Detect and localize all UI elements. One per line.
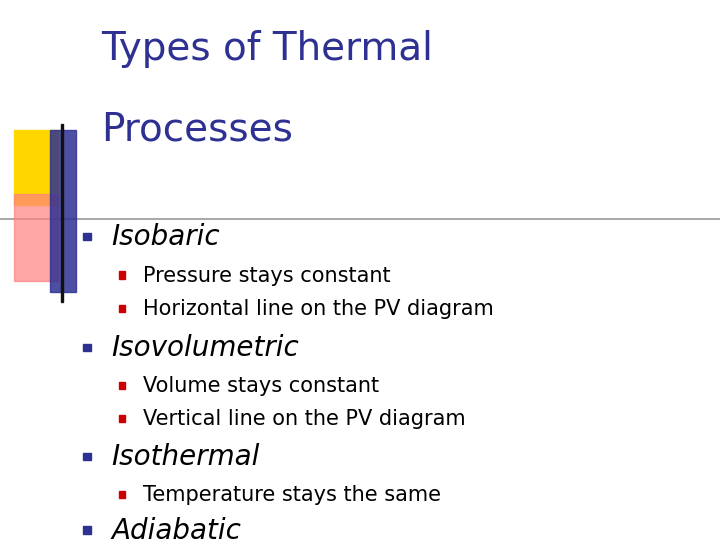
Text: Isobaric: Isobaric — [112, 224, 220, 252]
Bar — [14, 130, 58, 205]
Bar — [119, 381, 125, 389]
Text: Temperature stays the same: Temperature stays the same — [143, 485, 441, 505]
Text: Volume stays constant: Volume stays constant — [143, 376, 379, 396]
Text: Isovolumetric: Isovolumetric — [112, 334, 300, 362]
Text: Pressure stays constant: Pressure stays constant — [143, 266, 390, 286]
Bar — [119, 415, 125, 422]
Bar — [14, 194, 58, 281]
Text: Isothermal: Isothermal — [112, 443, 260, 471]
Bar — [61, 124, 63, 302]
Text: Types of Thermal: Types of Thermal — [101, 30, 433, 68]
Bar — [119, 305, 125, 312]
Bar — [83, 526, 91, 534]
Text: Horizontal line on the PV diagram: Horizontal line on the PV diagram — [143, 299, 493, 319]
Bar — [83, 343, 91, 351]
Text: Processes: Processes — [101, 111, 292, 148]
Text: Vertical line on the PV diagram: Vertical line on the PV diagram — [143, 409, 465, 429]
Bar — [119, 271, 125, 279]
Text: Adiabatic: Adiabatic — [112, 517, 241, 540]
Bar — [83, 453, 91, 460]
Bar — [83, 233, 91, 240]
Bar — [50, 130, 76, 292]
Bar — [119, 490, 125, 498]
